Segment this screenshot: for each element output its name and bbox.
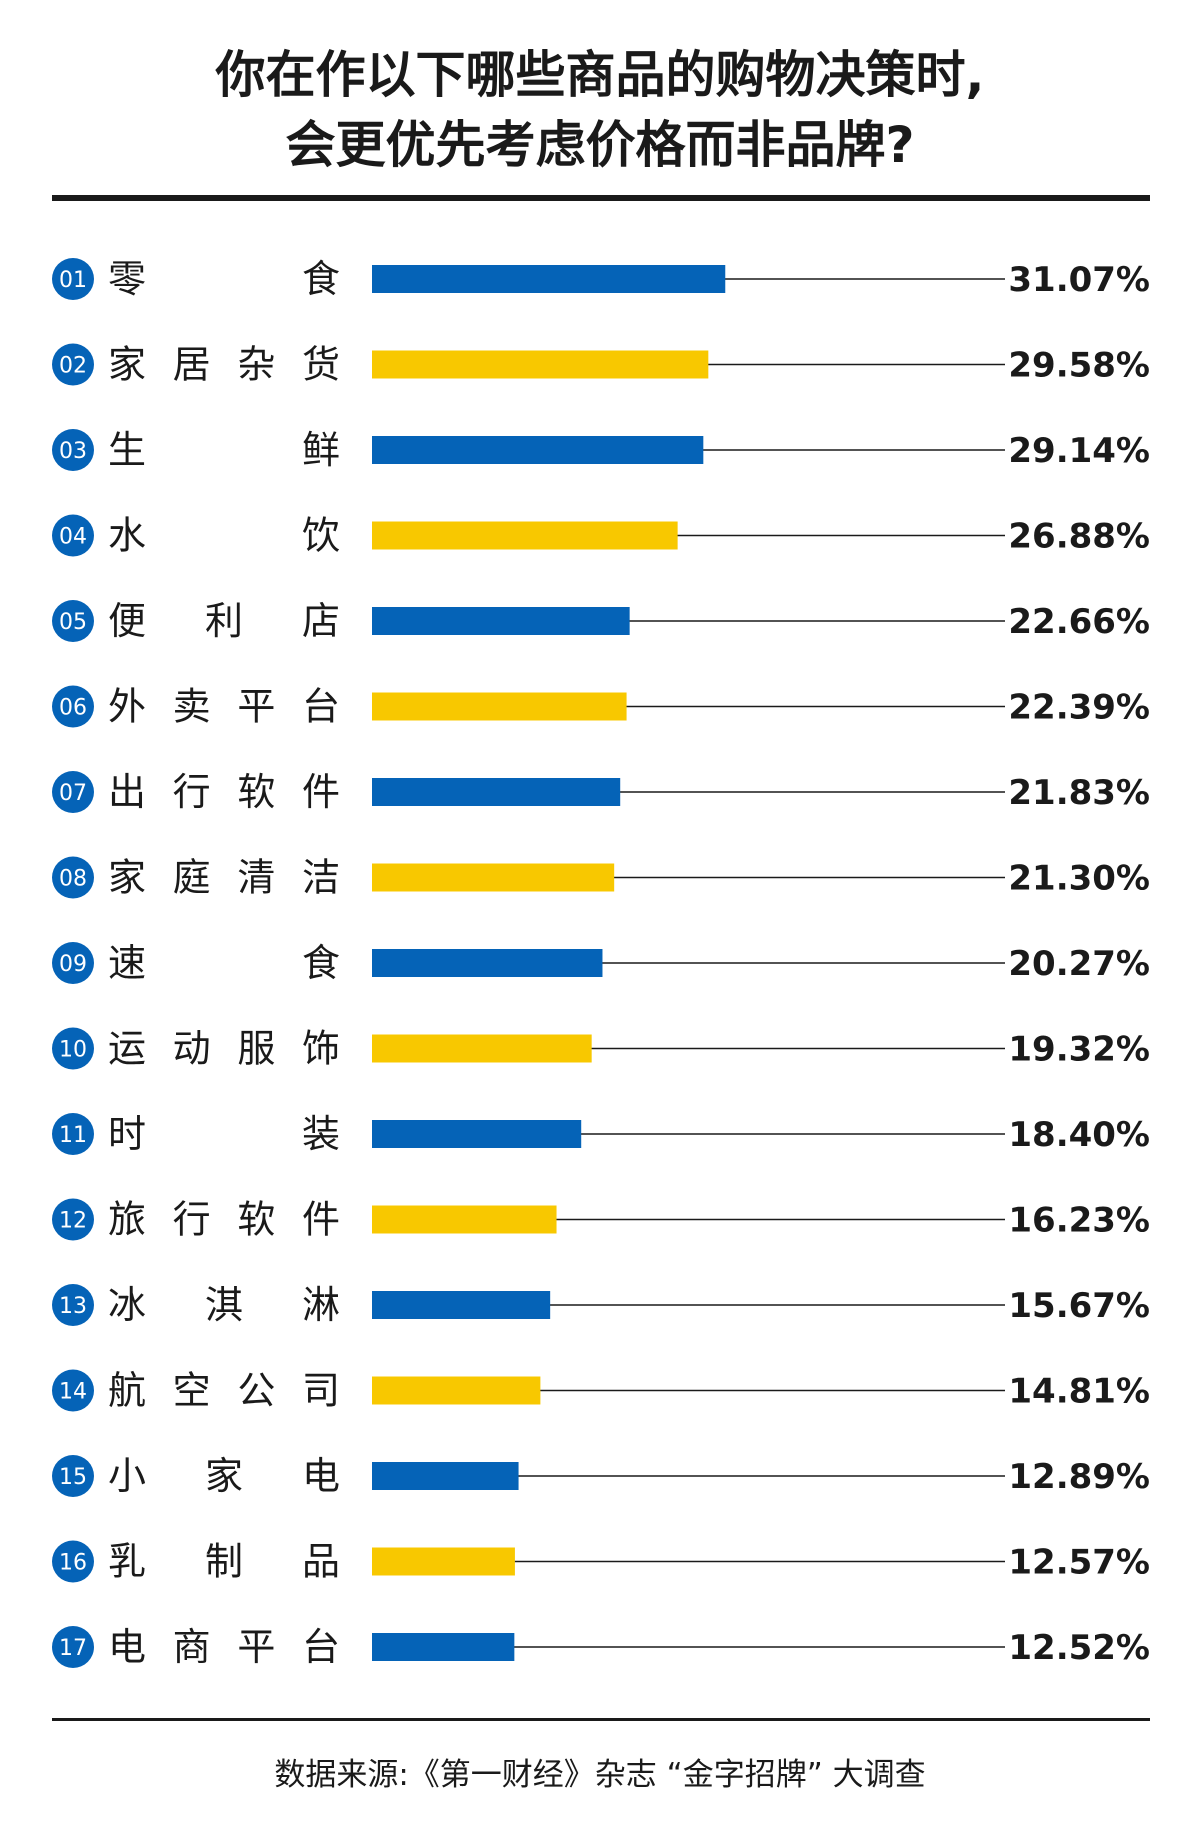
rank-number: 01 xyxy=(59,268,87,293)
bar xyxy=(372,949,603,977)
category-label: 航空公司 xyxy=(108,1369,340,1413)
rank-number: 13 xyxy=(59,1294,87,1319)
top-divider xyxy=(52,195,1150,201)
value-label: 15.67% xyxy=(1008,1286,1150,1326)
chart-title-line-2: 会更优先考虑价格而非品牌? xyxy=(285,116,915,174)
bottom-divider xyxy=(52,1718,1150,1721)
rank-badge xyxy=(52,258,94,300)
rank-badge xyxy=(52,1198,94,1241)
bar xyxy=(372,1291,551,1319)
value-label: 12.52% xyxy=(1008,1628,1150,1668)
value-label: 12.57% xyxy=(1008,1543,1150,1583)
bar xyxy=(372,863,615,892)
bar xyxy=(372,1034,592,1063)
category-label: 小家电 xyxy=(108,1454,340,1498)
rank-number: 14 xyxy=(59,1380,87,1405)
bar xyxy=(372,692,627,721)
bar-chart: 01 零食 31.07% 02 家居杂货 29.58% 03 生鲜 29.14% 04 水饮 26.8… xyxy=(52,257,1150,1669)
rank-number: 15 xyxy=(59,1465,87,1490)
rank-number: 04 xyxy=(59,525,87,550)
rank-badge xyxy=(52,1455,94,1497)
rank-badge xyxy=(52,856,94,899)
category-label: 家庭清洁 xyxy=(108,856,340,900)
rank-number: 10 xyxy=(59,1038,87,1063)
category-label: 速食 xyxy=(108,941,340,985)
bar xyxy=(372,350,709,379)
rank-badge xyxy=(52,1540,94,1583)
category-label: 生鲜 xyxy=(108,428,340,472)
value-label: 20.27% xyxy=(1008,944,1150,984)
bar xyxy=(372,1462,519,1490)
category-label: 外卖平台 xyxy=(108,685,340,729)
bar xyxy=(372,778,621,806)
category-label: 便利店 xyxy=(108,599,340,643)
rank-badge xyxy=(52,429,94,471)
rank-badge xyxy=(52,1626,94,1668)
category-label: 旅行软件 xyxy=(108,1198,340,1242)
category-label: 家居杂货 xyxy=(108,343,340,387)
category-label: 出行软件 xyxy=(108,770,340,814)
chart-title-line-1: 你在作以下哪些商品的购物决策时, xyxy=(215,46,985,104)
rank-badge xyxy=(52,1369,94,1412)
category-label: 零食 xyxy=(108,257,340,301)
rank-number: 08 xyxy=(59,867,87,892)
bar xyxy=(372,521,678,550)
rank-badge xyxy=(52,942,94,984)
rank-badge xyxy=(52,685,94,728)
rank-badge xyxy=(52,514,94,557)
rank-number: 12 xyxy=(59,1209,87,1234)
value-label: 12.89% xyxy=(1008,1457,1150,1497)
category-label: 乳制品 xyxy=(108,1540,340,1584)
value-label: 16.23% xyxy=(1008,1201,1150,1241)
category-label: 电商平台 xyxy=(108,1625,340,1669)
value-label: 21.83% xyxy=(1008,773,1150,813)
rank-badge xyxy=(52,343,94,386)
value-label: 18.40% xyxy=(1008,1115,1150,1155)
value-label: 29.58% xyxy=(1008,346,1150,386)
rank-number: 11 xyxy=(59,1123,87,1148)
bar xyxy=(372,1547,515,1576)
chart-title: 你在作以下哪些商品的购物决策时, 会更优先考虑价格而非品牌? xyxy=(0,40,1200,180)
bar xyxy=(372,436,704,464)
value-label: 19.32% xyxy=(1008,1030,1150,1070)
rank-badge xyxy=(52,771,94,813)
rank-badge xyxy=(52,600,94,642)
bar xyxy=(372,1205,557,1234)
bar xyxy=(372,1633,515,1661)
value-label: 22.39% xyxy=(1008,688,1150,728)
category-label: 冰淇淋 xyxy=(108,1283,340,1327)
rank-badge xyxy=(52,1284,94,1326)
rank-number: 06 xyxy=(59,696,87,721)
rank-number: 16 xyxy=(59,1551,87,1576)
value-label: 22.66% xyxy=(1008,602,1150,642)
rank-number: 09 xyxy=(59,952,87,977)
category-label: 时装 xyxy=(108,1112,340,1156)
bar xyxy=(372,607,630,635)
rank-number: 17 xyxy=(59,1636,87,1661)
value-label: 31.07% xyxy=(1008,260,1150,300)
rank-number: 03 xyxy=(59,439,87,464)
source-note: 数据来源:《第一财经》杂志 “金字招牌” 大调查 xyxy=(274,1757,926,1793)
bar xyxy=(372,1120,582,1148)
rank-badge xyxy=(52,1113,94,1155)
rank-number: 02 xyxy=(59,354,87,379)
bar xyxy=(372,265,726,293)
category-label: 水饮 xyxy=(108,514,340,558)
bar xyxy=(372,1376,541,1405)
rank-number: 07 xyxy=(59,781,87,806)
value-label: 14.81% xyxy=(1008,1372,1150,1412)
value-label: 26.88% xyxy=(1008,517,1150,557)
value-label: 21.30% xyxy=(1008,859,1150,899)
category-label: 运动服饰 xyxy=(108,1027,340,1071)
value-label: 29.14% xyxy=(1008,431,1150,471)
rank-number: 05 xyxy=(59,610,87,635)
rank-badge xyxy=(52,1027,94,1070)
